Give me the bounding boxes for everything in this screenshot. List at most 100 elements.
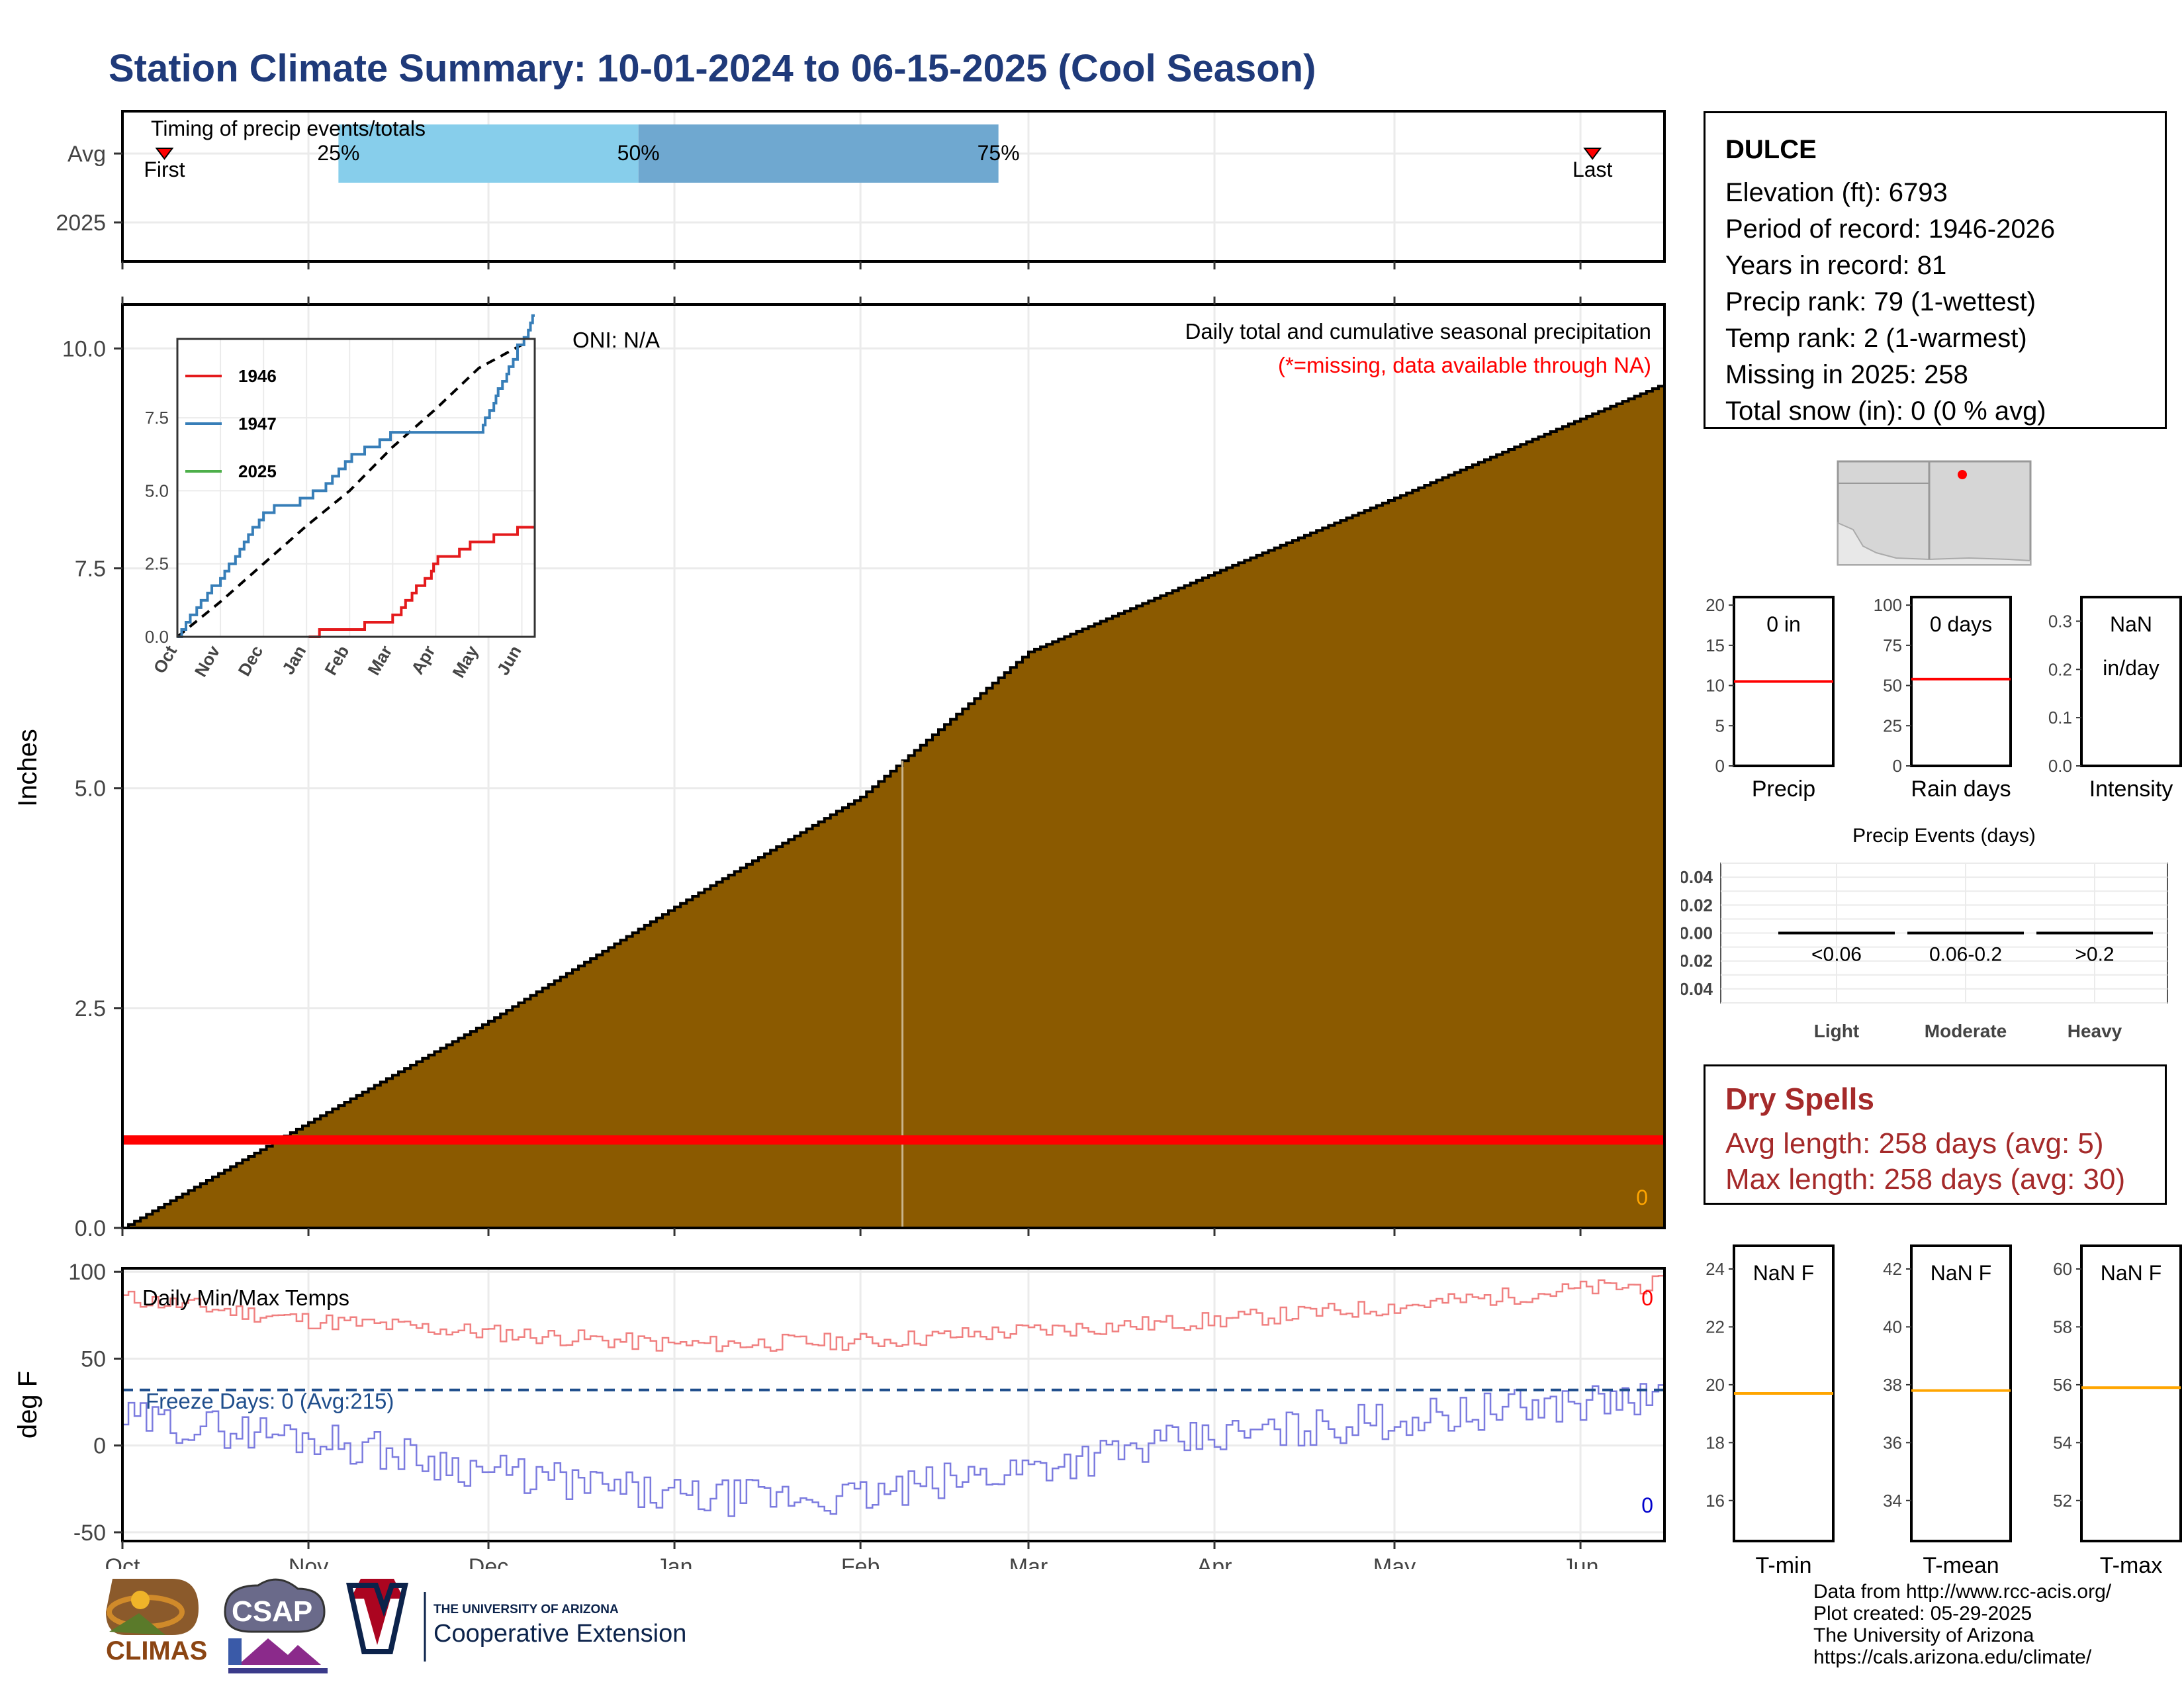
events-range-label: 0.06-0.2 xyxy=(1929,944,2002,966)
inset-frame xyxy=(176,338,536,638)
precip-count-label: 0 xyxy=(1636,1186,1648,1209)
mini-temp-frame xyxy=(2080,1244,2182,1542)
events-category-label: Heavy xyxy=(2068,1021,2122,1041)
mini-precip-ytick-label: 0.2 xyxy=(2048,659,2072,679)
events-category-label: Moderate xyxy=(1925,1021,2007,1041)
station-snow: Total snow (in): 0 (0 % avg) xyxy=(1725,397,2046,426)
station-period: Period of record: 1946-2026 xyxy=(1725,214,2056,244)
mini-precip-value: 0 days xyxy=(1930,612,1992,636)
mini-precip-ytick-label: 75 xyxy=(1883,635,1902,655)
temp-ytick-label: -50 xyxy=(73,1521,106,1546)
university-of-arizona-logo: THE UNIVERSITY OF ARIZONA Cooperative Ex… xyxy=(346,1579,686,1662)
mini-precip-value: 0 in xyxy=(1766,612,1801,636)
events-ytick-label: -0.04 xyxy=(1681,979,1713,999)
events-ytick-label: 0.00 xyxy=(1681,923,1713,943)
temp-ytick-label: 50 xyxy=(81,1346,106,1372)
precip-panel: Daily total and cumulative seasonal prec… xyxy=(13,297,1666,1241)
mini-precip-value: NaN xyxy=(2110,612,2152,636)
climas-logo: CLIMAS xyxy=(106,1579,207,1665)
mini-precip-ytick-label: 25 xyxy=(1883,716,1902,735)
mini-precip-ytick-label: 0 xyxy=(1893,756,1902,776)
temp-panel: Daily Min/Max Temps Freeze Days: 0 (Avg:2… xyxy=(13,1260,1666,1569)
mini-precip-axis-label: Rain days xyxy=(1911,776,2011,802)
timing-last-label: Last xyxy=(1572,158,1613,181)
mini-precip-sublabel: in/day xyxy=(2103,656,2159,680)
mini-temp-axis-label: T-min xyxy=(1756,1553,1812,1575)
station-info-box: DULCE Elevation (ft): 6793 Period of rec… xyxy=(1704,111,2167,429)
timing-q25-label: 25% xyxy=(317,141,359,165)
mini-precip-ytick-label: 50 xyxy=(1883,676,1902,696)
footer-plot-created: Plot created: 05-29-2025 xyxy=(1813,1603,2032,1624)
inset-legend-label: 1947 xyxy=(238,414,277,434)
station-elevation: Elevation (ft): 6793 xyxy=(1725,178,1948,207)
mini-temp-ytick-label: 22 xyxy=(1706,1317,1725,1336)
mini-temp-ytick-label: 20 xyxy=(1706,1375,1725,1395)
mini-precip-axis-label: Intensity xyxy=(2089,776,2173,802)
station-precip-rank: Precip rank: 79 (1-wettest) xyxy=(1725,287,2036,316)
inset-ytick-label: 7.5 xyxy=(145,408,169,428)
precip-ytick-label: 0.0 xyxy=(75,1216,106,1241)
mini-temp-ytick-label: 34 xyxy=(1883,1491,1902,1511)
mini-precip-ytick-label: 0.3 xyxy=(2048,611,2072,631)
station-years: Years in record: 81 xyxy=(1725,251,1947,280)
station-temp-rank: Temp rank: 2 (1-warmest) xyxy=(1725,324,2027,353)
mini-temp-ytick-label: 16 xyxy=(1706,1491,1725,1511)
precip-panel-label: Daily total and cumulative seasonal prec… xyxy=(1185,319,1651,344)
inset-legend-label: 2025 xyxy=(238,461,277,481)
station-name: DULCE xyxy=(1725,135,1817,164)
temp-frame xyxy=(121,1267,1666,1542)
events-ytick-label: 0.02 xyxy=(1681,895,1713,915)
timing-row-avg: Avg xyxy=(68,142,106,167)
oni-label: ONI: N/A xyxy=(572,328,660,352)
events-category-label: Light xyxy=(1814,1021,1859,1041)
temp-min-count: 0 xyxy=(1641,1493,1653,1517)
cumulative-precip-area xyxy=(122,383,1666,1229)
temp-plot-area xyxy=(122,1268,1664,1541)
precip-ytick-label: 2.5 xyxy=(75,996,106,1021)
inset-legend-label: 1946 xyxy=(238,366,277,386)
footer-university: The University of Arizona xyxy=(1813,1624,2034,1646)
events-ytick-label: -0.02 xyxy=(1681,951,1713,971)
month-tick-label: Apr xyxy=(1197,1554,1232,1569)
mini-temp-ytick-label: 40 xyxy=(1883,1317,1902,1336)
mini-temp-value: NaN F xyxy=(1753,1261,1814,1285)
csap-logo: CSAP xyxy=(224,1578,328,1673)
temp-ytick-label: 100 xyxy=(68,1260,106,1285)
mini-precip-ytick-label: 0.1 xyxy=(2048,708,2072,727)
mini-temp-value: NaN F xyxy=(1931,1261,1991,1285)
temp-panel-label: Daily Min/Max Temps xyxy=(142,1286,349,1310)
inset-ytick-label: 0.0 xyxy=(145,627,169,647)
dry-spells-max: Max length: 258 days (avg: 30) xyxy=(1725,1163,2126,1196)
events-ytick-label: 0.04 xyxy=(1681,867,1713,887)
temp-max-count: 0 xyxy=(1641,1286,1653,1310)
inset-average-line xyxy=(176,344,523,638)
mini-temp-frame xyxy=(1910,1244,2012,1542)
page-title: Station Climate Summary: 10-01-2024 to 0… xyxy=(109,47,1316,90)
mini-temp-axis-label: T-max xyxy=(2100,1553,2162,1575)
mini-precip-frame xyxy=(1910,596,2012,767)
footer-url: https://cals.arizona.edu/climate/ xyxy=(1813,1646,2092,1668)
timing-bar-50-75 xyxy=(638,124,999,183)
precip-summary-panels: 0 5 10 15 20 0 in Precip 0 25 50 75 100 0 days Rain d… xyxy=(1706,595,2182,802)
month-tick-label: Jun xyxy=(1563,1554,1599,1569)
inset-series-1947 xyxy=(177,314,535,638)
timing-first-label: First xyxy=(144,158,185,181)
mini-precip-ytick-label: 100 xyxy=(1874,595,1902,615)
events-range-label: <0.06 xyxy=(1811,944,1862,966)
month-tick-label: Oct xyxy=(105,1554,140,1569)
precip-events-panel: Precip Events (days) 0.04 0.02 0.00 -0.02 -0.… xyxy=(1681,825,2168,1041)
precip-ytick-label: 7.5 xyxy=(75,557,106,582)
ua-cooperative-extension: Cooperative Extension xyxy=(433,1620,686,1648)
mini-temp-ytick-label: 54 xyxy=(2053,1432,2072,1452)
timing-frame xyxy=(121,110,1666,263)
timing-panel: Timing of precip events/totals First Last 2… xyxy=(56,110,1666,269)
temp-min-line xyxy=(122,1382,1666,1517)
timing-label: Timing of precip events/totals xyxy=(151,117,426,140)
station-location-dot xyxy=(1958,470,1967,479)
precip-ylabel: Inches xyxy=(13,729,42,807)
timing-last-marker xyxy=(1583,148,1602,160)
location-map xyxy=(1837,460,2032,566)
mini-temp-ytick-label: 60 xyxy=(2053,1259,2072,1279)
inset-plot-area xyxy=(177,339,535,637)
month-tick-label: Jan xyxy=(657,1554,693,1569)
